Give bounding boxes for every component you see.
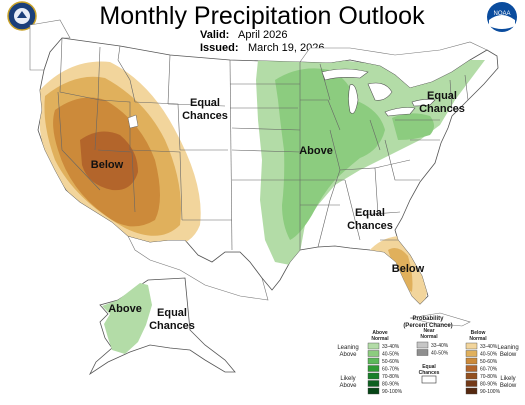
legend-below-bin-label-7: 90-100%	[480, 389, 501, 395]
below-normal-40-50-florida	[388, 248, 413, 292]
label-below-florida: Below	[392, 263, 425, 275]
doc-seal-icon	[7, 1, 37, 31]
legend-above-swatch-3	[367, 357, 380, 365]
legend-near-swatch-1	[416, 341, 429, 349]
legend-above-header-2: Normal	[371, 336, 389, 342]
svg-text:Chances: Chances	[149, 320, 195, 332]
legend-leaning-above-2: Above	[339, 352, 357, 358]
issued-label: Issued:	[200, 42, 239, 54]
legend-below-header: Below	[471, 330, 486, 336]
valid-label: Valid:	[200, 29, 229, 41]
label-equal-chances-northwest: Equal Chances	[182, 97, 228, 122]
issued-value: March 19, 2026	[248, 42, 324, 54]
legend-above-bin-label-2: 40-50%	[382, 352, 400, 358]
legend-below-bin-label-3: 50-60%	[480, 359, 498, 365]
label-equal-chances-southeast: Equal Chances	[347, 207, 393, 232]
svg-text:Chances: Chances	[182, 110, 228, 122]
legend-above-swatch-2	[367, 350, 380, 357]
legend-above-bin-label-3: 50-60%	[382, 359, 400, 365]
legend-below-bin-label-1: 33-40%	[480, 344, 498, 350]
legend-below-swatch-1	[465, 342, 478, 350]
above-normal-40-50-central	[275, 68, 385, 240]
legend-near-header-2: Normal	[420, 334, 438, 340]
probability-legend: Probability (Percent Chance) Above Norma…	[337, 316, 518, 395]
legend-above-bin-label-7: 90-100%	[382, 389, 403, 395]
salt-lake	[127, 114, 139, 129]
label-above-central: Above	[299, 145, 333, 157]
state-boundaries	[57, 38, 469, 251]
legend-subtitle: (Percent Chance)	[403, 323, 452, 329]
legend-below-bin-label-5: 70-80%	[480, 374, 498, 380]
great-lakes	[321, 68, 436, 117]
legend-likely-below-2: Below	[500, 383, 517, 389]
cuba-landmass	[409, 312, 471, 327]
svg-text:Equal: Equal	[190, 97, 220, 109]
svg-text:Equal: Equal	[355, 207, 385, 219]
legend-near-bin-label-2: 40-50%	[431, 351, 449, 357]
legend-title: Probability	[412, 316, 444, 322]
legend-above-swatch-5	[367, 372, 380, 380]
legend-equal-header-2: Chances	[419, 370, 440, 376]
legend-below-bin-label-2: 40-50%	[480, 352, 498, 358]
below-normal-60-70-west	[80, 131, 138, 191]
legend-above-swatch-7	[367, 387, 380, 395]
legend-above-bin-label-6: 80-90%	[382, 382, 400, 388]
legend-above-bin-label-1: 33-40%	[382, 344, 400, 350]
legend-below-header-2: Normal	[469, 336, 487, 342]
legend-below-swatch-4	[465, 365, 478, 372]
noaa-logo-icon: NOAA	[487, 2, 517, 32]
above-normal-33-40-alaska	[102, 283, 152, 354]
legend-above-swatches: 33-40% 40-50%50-60% 60-70%70-80% 80-90%90-1…	[367, 342, 403, 395]
legend-above-bin-label-4: 60-70%	[382, 367, 400, 373]
svg-text:Chances: Chances	[419, 103, 465, 115]
alaska-map	[88, 277, 236, 376]
legend-below-bin-label-6: 80-90%	[480, 382, 498, 388]
svg-text:Chances: Chances	[347, 220, 393, 232]
legend-above-swatch-6	[367, 380, 380, 387]
legend-equal-swatch	[421, 375, 437, 384]
legend-below-swatch-3	[465, 357, 478, 365]
legend-likely-below: Likely	[500, 376, 515, 382]
label-above-alaska: Above	[108, 303, 142, 315]
legend-near-header: Near	[423, 328, 434, 334]
conus-map	[37, 37, 499, 305]
legend-below-swatch-7	[465, 387, 478, 395]
label-equal-chances-northeast: Equal Chances	[419, 90, 465, 115]
legend-leaning-below-2: Below	[500, 352, 517, 358]
legend-likely-above: Likely	[340, 376, 355, 382]
legend-near-swatches: 33-40% 40-50%	[416, 341, 449, 357]
legend-equal-header: Equal	[422, 364, 436, 370]
legend-near-bin-label-1: 33-40%	[431, 343, 449, 349]
legend-below-bin-label-4: 60-70%	[480, 367, 498, 373]
legend-above-header: Above	[372, 330, 388, 336]
legend-below-swatch-2	[465, 350, 478, 357]
label-below-west: Below	[91, 159, 124, 171]
legend-above-swatch-1	[367, 342, 380, 350]
legend-leaning-below: Leaning	[497, 345, 518, 351]
legend-likely-above-2: Above	[339, 383, 357, 389]
svg-text:Equal: Equal	[427, 90, 457, 102]
valid-value: April 2026	[238, 29, 288, 41]
legend-below-swatch-5	[465, 372, 478, 380]
legend-leaning-above: Leaning	[337, 345, 358, 351]
legend-above-swatch-4	[367, 365, 380, 372]
legend-below-swatch-6	[465, 380, 478, 387]
noaa-logo-text: NOAA	[493, 11, 510, 17]
label-equal-chances-alaska: Equal Chances	[149, 307, 195, 332]
page-title: Monthly Precipitation Outlook	[99, 2, 425, 30]
legend-above-bin-label-5: 70-80%	[382, 374, 400, 380]
svg-text:Equal: Equal	[157, 307, 187, 319]
legend-below-swatches: 33-40% 40-50%50-60% 60-70%70-80% 80-90%90-1…	[465, 342, 501, 395]
legend-near-swatch-2	[416, 349, 429, 356]
